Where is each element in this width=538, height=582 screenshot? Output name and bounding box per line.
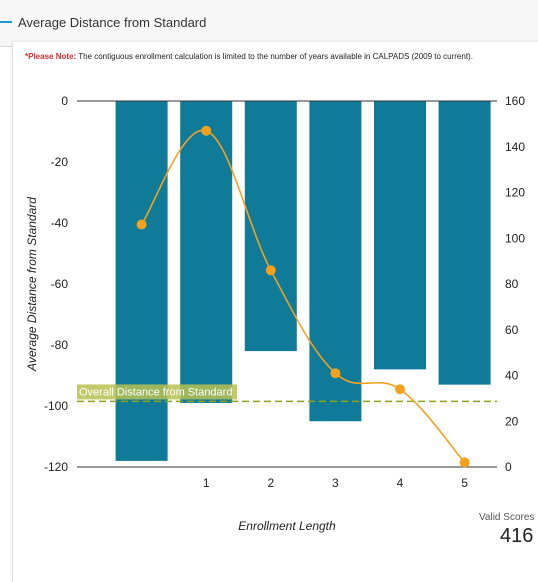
x-tick-label: 1 [203,476,210,490]
y2-tick-label: 20 [505,414,519,428]
students-point-1 [201,125,212,136]
y-tick-label: 0 [61,94,68,108]
y2-tick-label: 40 [505,369,519,383]
y-tick-label: -100 [44,399,68,413]
card-title: Average Distance from Standard [18,15,207,30]
valid-scores-label: Valid Scores [479,512,535,523]
y-tick-label: -120 [44,460,68,474]
bar-0 [115,101,168,461]
students-point-3 [330,368,341,379]
header-accent-bar [0,21,12,23]
y-tick-label: -80 [51,338,69,352]
overall-distance-label: Overall Distance from Standard [79,386,232,398]
y2-tick-label: 160 [505,94,525,108]
bar-2 [244,101,297,352]
card-header: Average Distance from Standard [0,0,538,47]
y-axis-label: Average Distance from Standard [25,197,39,372]
x-tick-label: 5 [461,476,468,490]
x-tick-label: 2 [267,476,274,490]
note-prefix: *Please Note: [25,52,77,61]
y2-tick-label: 100 [505,231,525,245]
y2-tick-label: 60 [505,323,519,337]
overall-distance-label-bg [77,384,237,400]
x-axis-label: Enrollment Length [238,519,336,533]
combo-chart: 0-20-40-60-80-100-1201601401201008060402… [25,94,538,533]
y2-tick-label: 0 [505,460,512,474]
bar-1 [180,101,233,403]
y2-tick-label: 140 [505,140,525,154]
bar-4 [374,101,426,370]
x-tick-label: 4 [397,476,404,490]
y2-tick-label: 120 [505,186,525,200]
calpads-note: *Please Note: The contiguous enrollment … [25,52,473,61]
valid-scores-value: 416 [500,525,534,547]
bar-5 [438,101,491,385]
note-text: The contiguous enrollment calculation is… [76,52,473,61]
y2-tick-label: 80 [505,277,519,291]
y2-axis-label: Number of Students [535,231,538,338]
students-point-0 [136,219,147,230]
students-point-5 [459,457,470,468]
y-tick-label: -40 [51,216,69,230]
students-point-4 [395,384,405,395]
y-tick-label: -20 [51,155,69,169]
y-tick-label: -60 [51,277,69,291]
x-tick-label: 3 [332,476,339,490]
students-point-2 [265,265,276,276]
bar-3 [309,101,362,422]
